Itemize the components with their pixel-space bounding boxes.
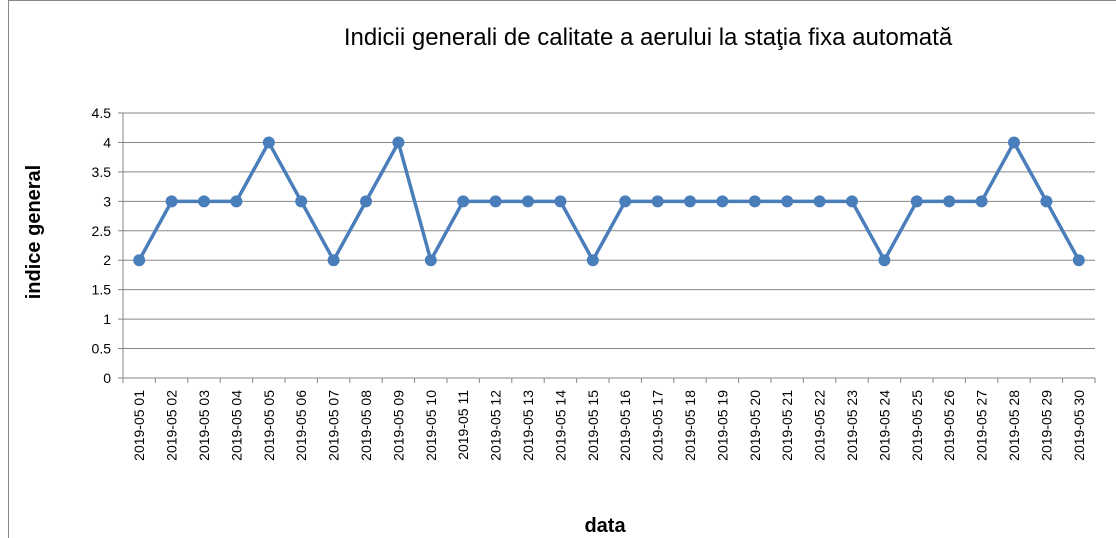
data-point — [813, 195, 826, 208]
x-tick-label: 2019-05 24 — [876, 390, 892, 461]
data-point — [392, 136, 405, 149]
x-tick-label: 2019-05 01 — [131, 390, 147, 461]
x-tick-label: 2019-05 18 — [682, 390, 698, 461]
x-tick-label: 2019-05 27 — [974, 390, 990, 461]
x-axis-label: data — [584, 515, 626, 537]
y-tick-label: 3 — [103, 193, 111, 209]
data-point — [943, 195, 956, 208]
data-point — [586, 254, 599, 267]
data-point — [424, 254, 437, 267]
y-tick-label: 4.5 — [92, 105, 112, 121]
chart-title: Indicii generali de calitate a aerului l… — [344, 24, 953, 51]
x-tick-label: 2019-05 16 — [617, 390, 633, 461]
data-point — [748, 195, 761, 208]
x-tick-label: 2019-05 11 — [455, 390, 471, 460]
data-point — [684, 195, 696, 208]
data-point — [910, 195, 923, 208]
y-tick-label: 1.5 — [92, 282, 112, 298]
x-tick-label: 2019-05 26 — [941, 390, 957, 461]
x-tick-label: 2019-05 09 — [390, 390, 406, 461]
x-tick-label: 2019-05 05 — [261, 390, 277, 461]
data-point — [457, 195, 470, 208]
x-tick-label: 2019-05 20 — [747, 390, 763, 461]
data-point — [295, 195, 308, 208]
data-point — [878, 254, 891, 267]
x-tick-label: 2019-05 25 — [909, 390, 925, 461]
y-tick-label: 2 — [103, 252, 111, 268]
y-tick-label: 3.5 — [92, 164, 112, 180]
x-tick-label: 2019-05 14 — [552, 390, 568, 461]
x-tick-label: 2019-05 30 — [1071, 390, 1087, 461]
y-axis-label: indice general — [23, 165, 45, 300]
x-tick-label: 2019-05 29 — [1038, 390, 1054, 461]
data-point — [1072, 254, 1085, 267]
x-tick-label: 2019-05 21 — [779, 390, 795, 461]
data-point — [360, 195, 372, 208]
data-point — [975, 195, 988, 208]
data-point — [846, 195, 858, 208]
y-tick-label: 1 — [103, 311, 111, 327]
x-tick-label: 2019-05 04 — [228, 390, 244, 461]
chart-border — [8, 0, 1116, 538]
x-tick-label: 2019-05 08 — [358, 390, 374, 461]
data-point — [1008, 136, 1020, 149]
data-point — [262, 136, 275, 149]
y-tick-label: 2.5 — [92, 223, 112, 239]
data-point — [327, 254, 340, 267]
data-point — [651, 195, 664, 208]
y-tick-label: 4 — [103, 134, 111, 150]
data-point — [554, 195, 567, 208]
data-point — [1040, 195, 1053, 208]
data-point — [165, 195, 178, 208]
x-tick-label: 2019-05 10 — [423, 390, 439, 461]
x-tick-label: 2019-05 17 — [650, 390, 666, 461]
data-point — [781, 195, 794, 208]
data-point — [198, 195, 210, 208]
x-tick-label: 2019-05 12 — [488, 390, 504, 461]
x-tick-label: 2019-05 03 — [196, 390, 212, 461]
x-tick-label: 2019-05 15 — [585, 390, 601, 461]
x-tick-label: 2019-05 07 — [326, 390, 342, 461]
data-point — [619, 195, 632, 208]
data-point — [489, 195, 502, 208]
y-tick-label: 0.5 — [92, 341, 112, 357]
x-tick-label: 2019-05 13 — [520, 390, 536, 461]
x-tick-label: 2019-05 23 — [844, 390, 860, 461]
x-tick-label: 2019-05 02 — [164, 390, 180, 461]
x-tick-label: 2019-05 19 — [714, 390, 730, 461]
y-tick-label: 0 — [103, 370, 111, 386]
data-point — [522, 195, 534, 208]
data-point — [716, 195, 729, 208]
x-tick-label: 2019-05 06 — [293, 390, 309, 461]
data-point — [133, 254, 146, 267]
x-tick-label: 2019-05 22 — [812, 390, 828, 461]
x-tick-label: 2019-05 28 — [1006, 390, 1022, 461]
data-point — [230, 195, 243, 208]
